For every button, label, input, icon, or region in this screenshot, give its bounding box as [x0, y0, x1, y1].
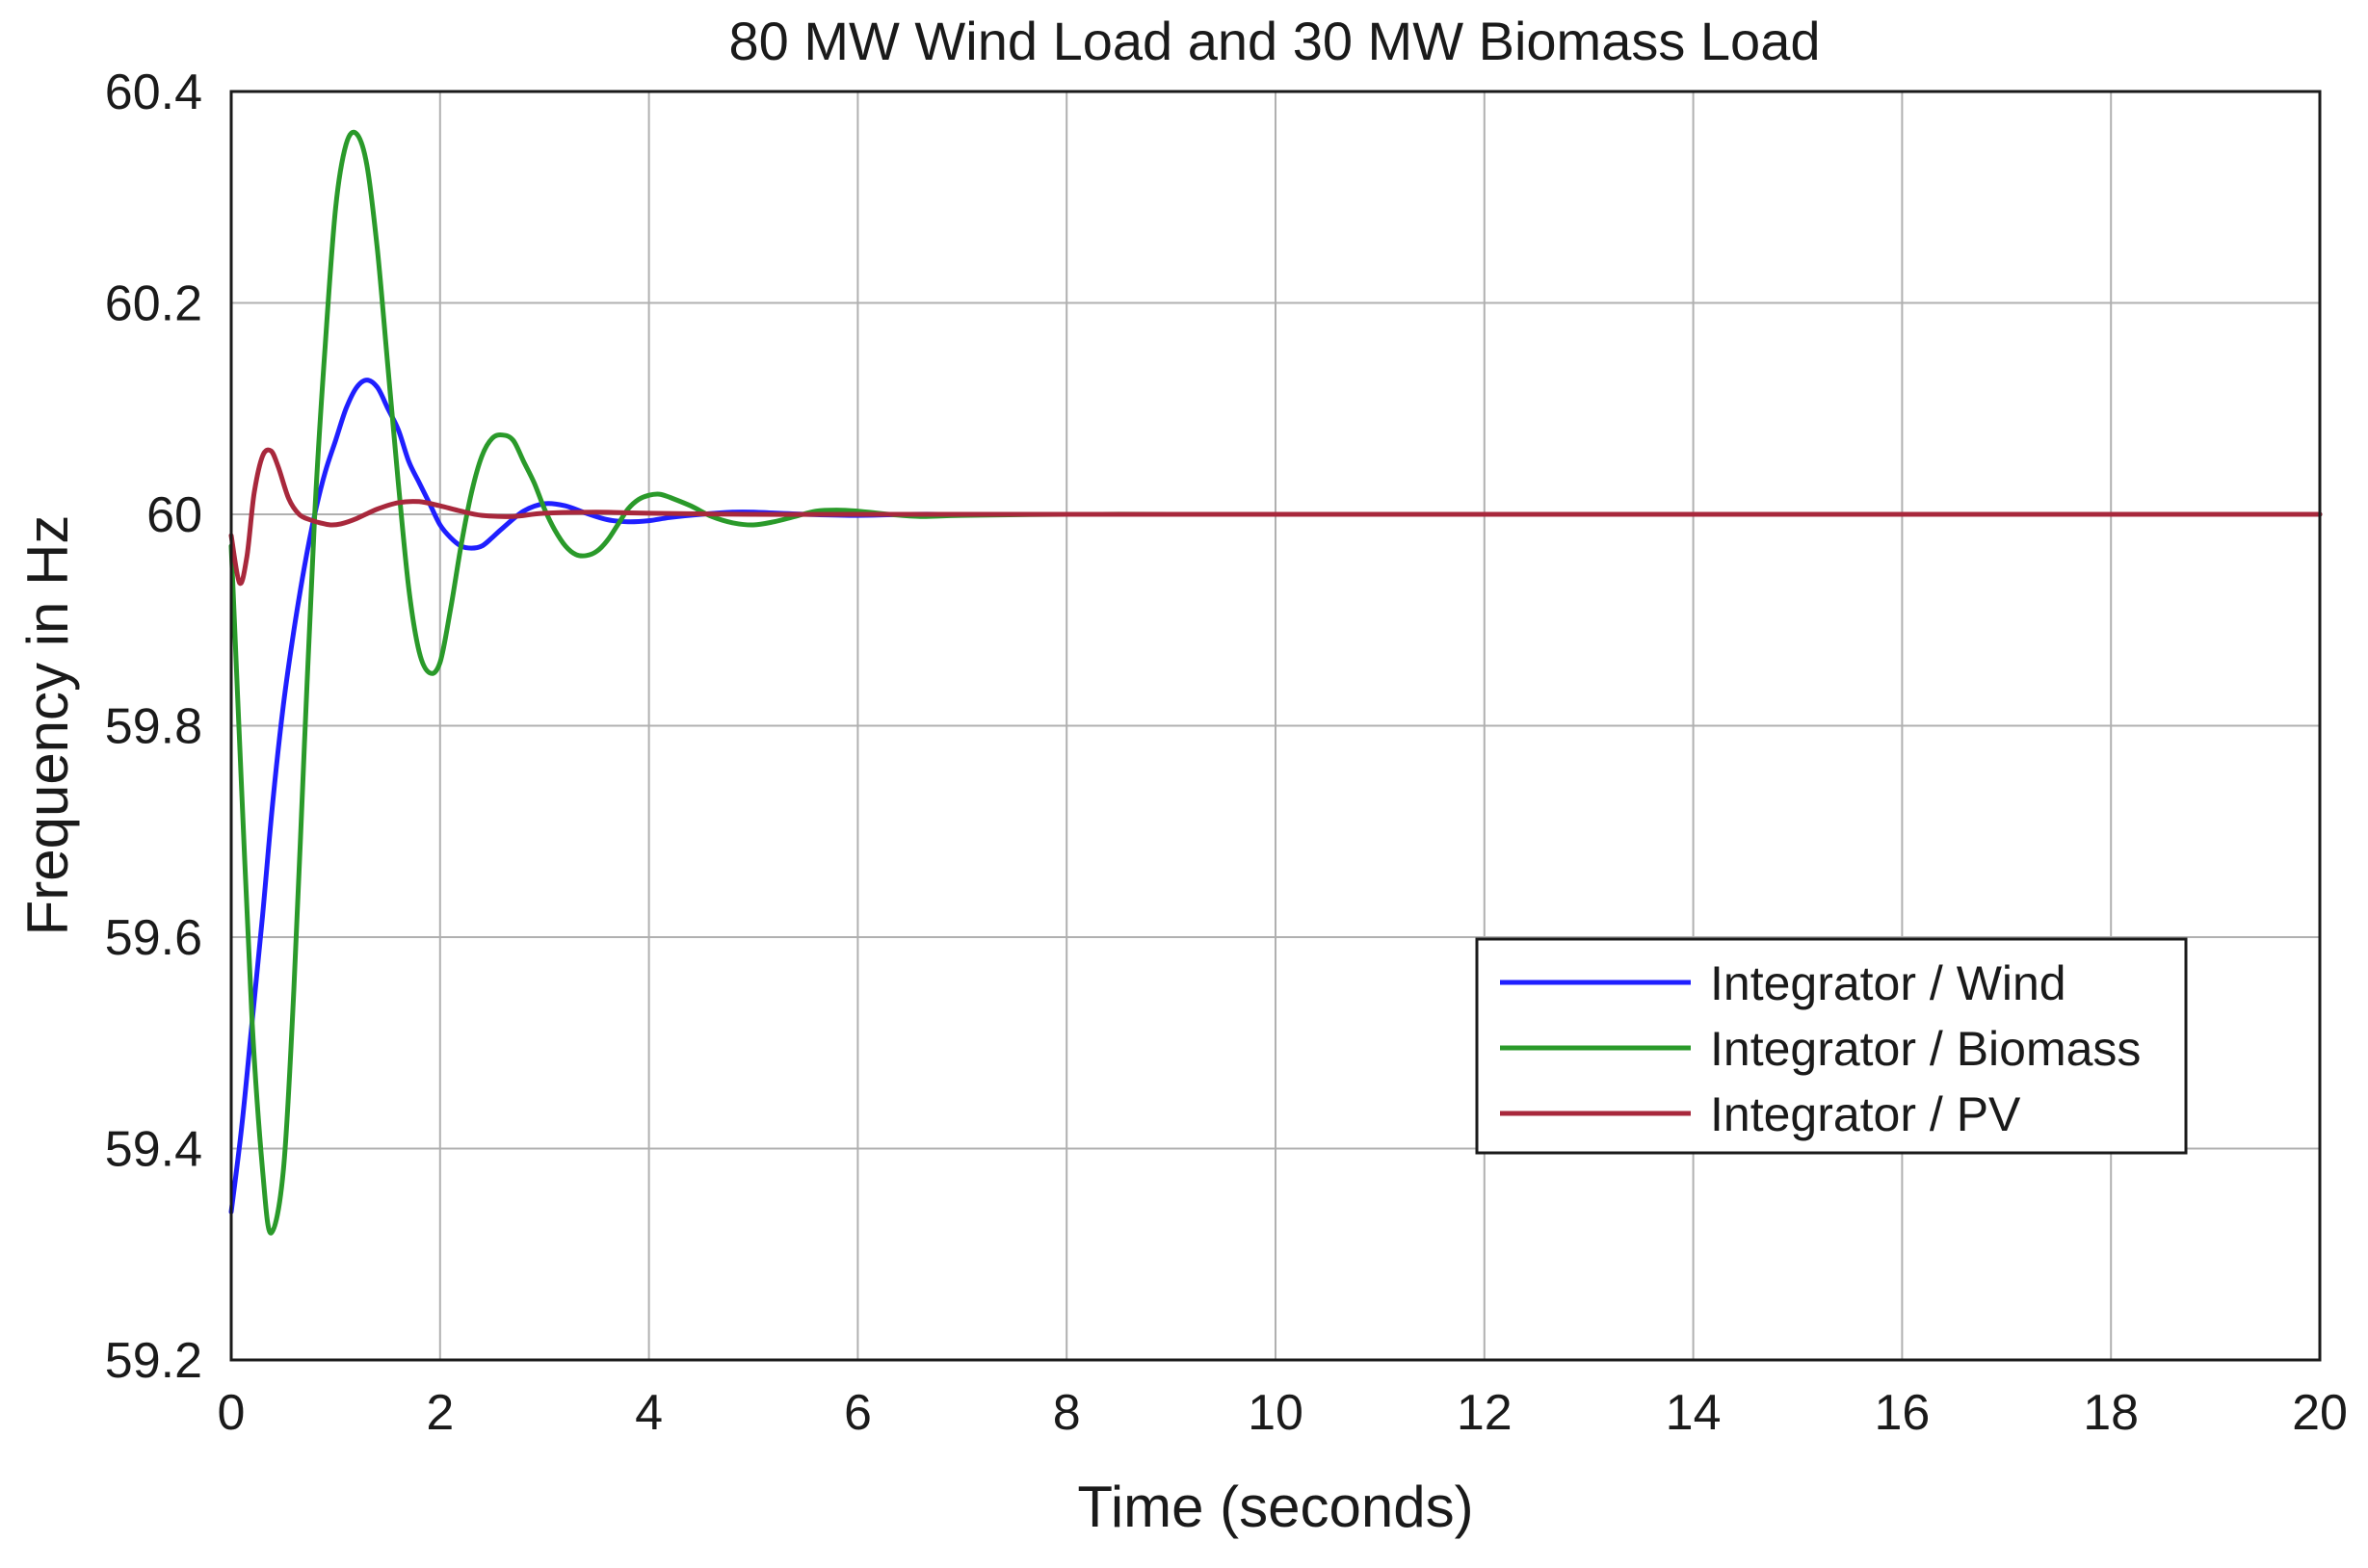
plot-area	[228, 90, 2323, 1362]
series-line-integrator-pv	[228, 447, 2323, 587]
x-tick-label: 4	[635, 1385, 663, 1441]
y-tick-label: 60.4	[105, 65, 202, 120]
x-tick-label: 2	[426, 1385, 454, 1441]
legend: Integrator / Wind Integrator / Biomass Int…	[1475, 937, 2188, 1155]
x-tick-label: 14	[1666, 1385, 1722, 1441]
legend-label-integrator-pv: Integrator / PV	[1710, 1087, 2021, 1141]
y-tick-labels: 59.2 59.4 59.6 59.8 60 60.2 60.4	[105, 65, 202, 1389]
x-tick-labels: 0 2 4 6 8 10 12 14 16 18 20	[218, 1385, 2348, 1441]
chart-title: 80 MW Wind Load and 30 MW Biomass Load	[729, 11, 1821, 71]
x-axis-label: Time (seconds)	[1077, 1475, 1473, 1539]
series-lines	[228, 129, 2323, 1236]
x-tick-label: 20	[2292, 1385, 2348, 1441]
legend-label-integrator-biomass: Integrator / Biomass	[1710, 1022, 2141, 1076]
y-tick-label: 59.8	[105, 699, 202, 755]
x-tick-label: 6	[844, 1385, 872, 1441]
x-tick-label: 0	[218, 1385, 246, 1441]
y-tick-label: 60	[146, 487, 202, 543]
x-tick-label: 16	[1874, 1385, 1930, 1441]
y-tick-label: 60.2	[105, 276, 202, 332]
y-axis-label: Frequency in Hz	[15, 515, 80, 936]
x-tick-label: 12	[1457, 1385, 1513, 1441]
y-tick-label: 59.4	[105, 1122, 202, 1178]
x-tick-label: 18	[2083, 1385, 2139, 1441]
x-tick-label: 8	[1053, 1385, 1081, 1441]
y-tick-label: 59.2	[105, 1333, 202, 1389]
legend-label-integrator-wind: Integrator / Wind	[1710, 956, 2066, 1010]
plot-frame	[229, 90, 2322, 1362]
y-tick-label: 59.6	[105, 910, 202, 966]
x-tick-label: 10	[1248, 1385, 1303, 1441]
